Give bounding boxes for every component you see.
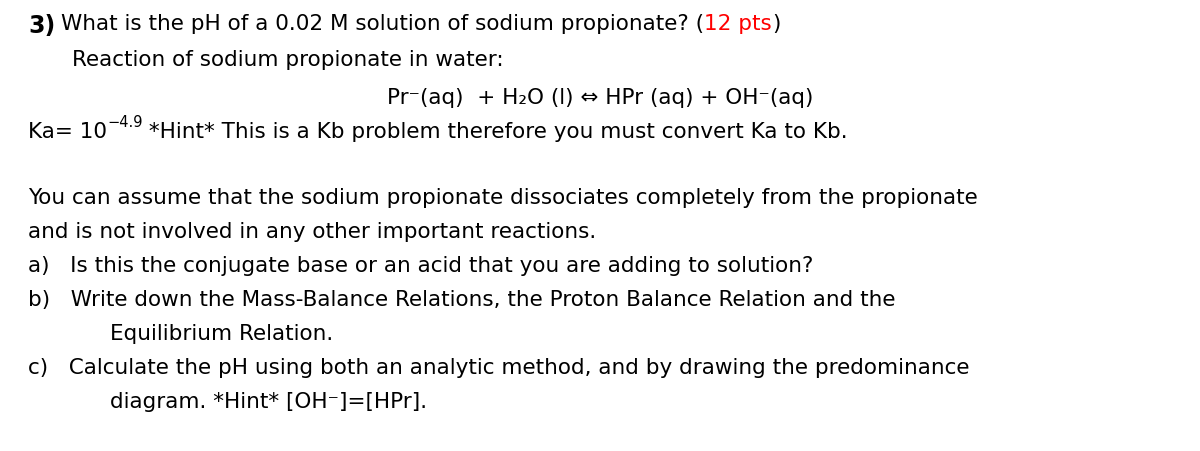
Text: Pr⁻(aq)  + H₂O (l) ⇔ HPr (aq) + OH⁻(aq): Pr⁻(aq) + H₂O (l) ⇔ HPr (aq) + OH⁻(aq) xyxy=(386,88,814,108)
Text: and is not involved in any other important reactions.: and is not involved in any other importa… xyxy=(28,222,596,242)
Text: *Hint* This is a Kb problem therefore you must convert Ka to Kb.: *Hint* This is a Kb problem therefore yo… xyxy=(143,122,848,142)
Text: a)   Is this the conjugate base or an acid that you are adding to solution?: a) Is this the conjugate base or an acid… xyxy=(28,256,814,276)
Text: 12 pts: 12 pts xyxy=(704,14,772,34)
Text: You can assume that the sodium propionate dissociates completely from the propio: You can assume that the sodium propionat… xyxy=(28,188,978,208)
Text: What is the pH of a 0.02 M solution of sodium propionate? (: What is the pH of a 0.02 M solution of s… xyxy=(61,14,704,34)
Text: ): ) xyxy=(772,14,780,34)
Text: Equilibrium Relation.: Equilibrium Relation. xyxy=(110,324,334,344)
Text: 3): 3) xyxy=(28,14,55,38)
Text: Ka= 10: Ka= 10 xyxy=(28,122,107,142)
Text: c)   Calculate the pH using both an analytic method, and by drawing the predomin: c) Calculate the pH using both an analyt… xyxy=(28,358,970,378)
Text: diagram. *Hint* [OH⁻]=[HPr].: diagram. *Hint* [OH⁻]=[HPr]. xyxy=(110,392,427,412)
Text: Reaction of sodium propionate in water:: Reaction of sodium propionate in water: xyxy=(72,50,504,70)
Text: b)   Write down the Mass-Balance Relations, the Proton Balance Relation and the: b) Write down the Mass-Balance Relations… xyxy=(28,290,895,310)
Text: −4.9: −4.9 xyxy=(107,115,143,130)
